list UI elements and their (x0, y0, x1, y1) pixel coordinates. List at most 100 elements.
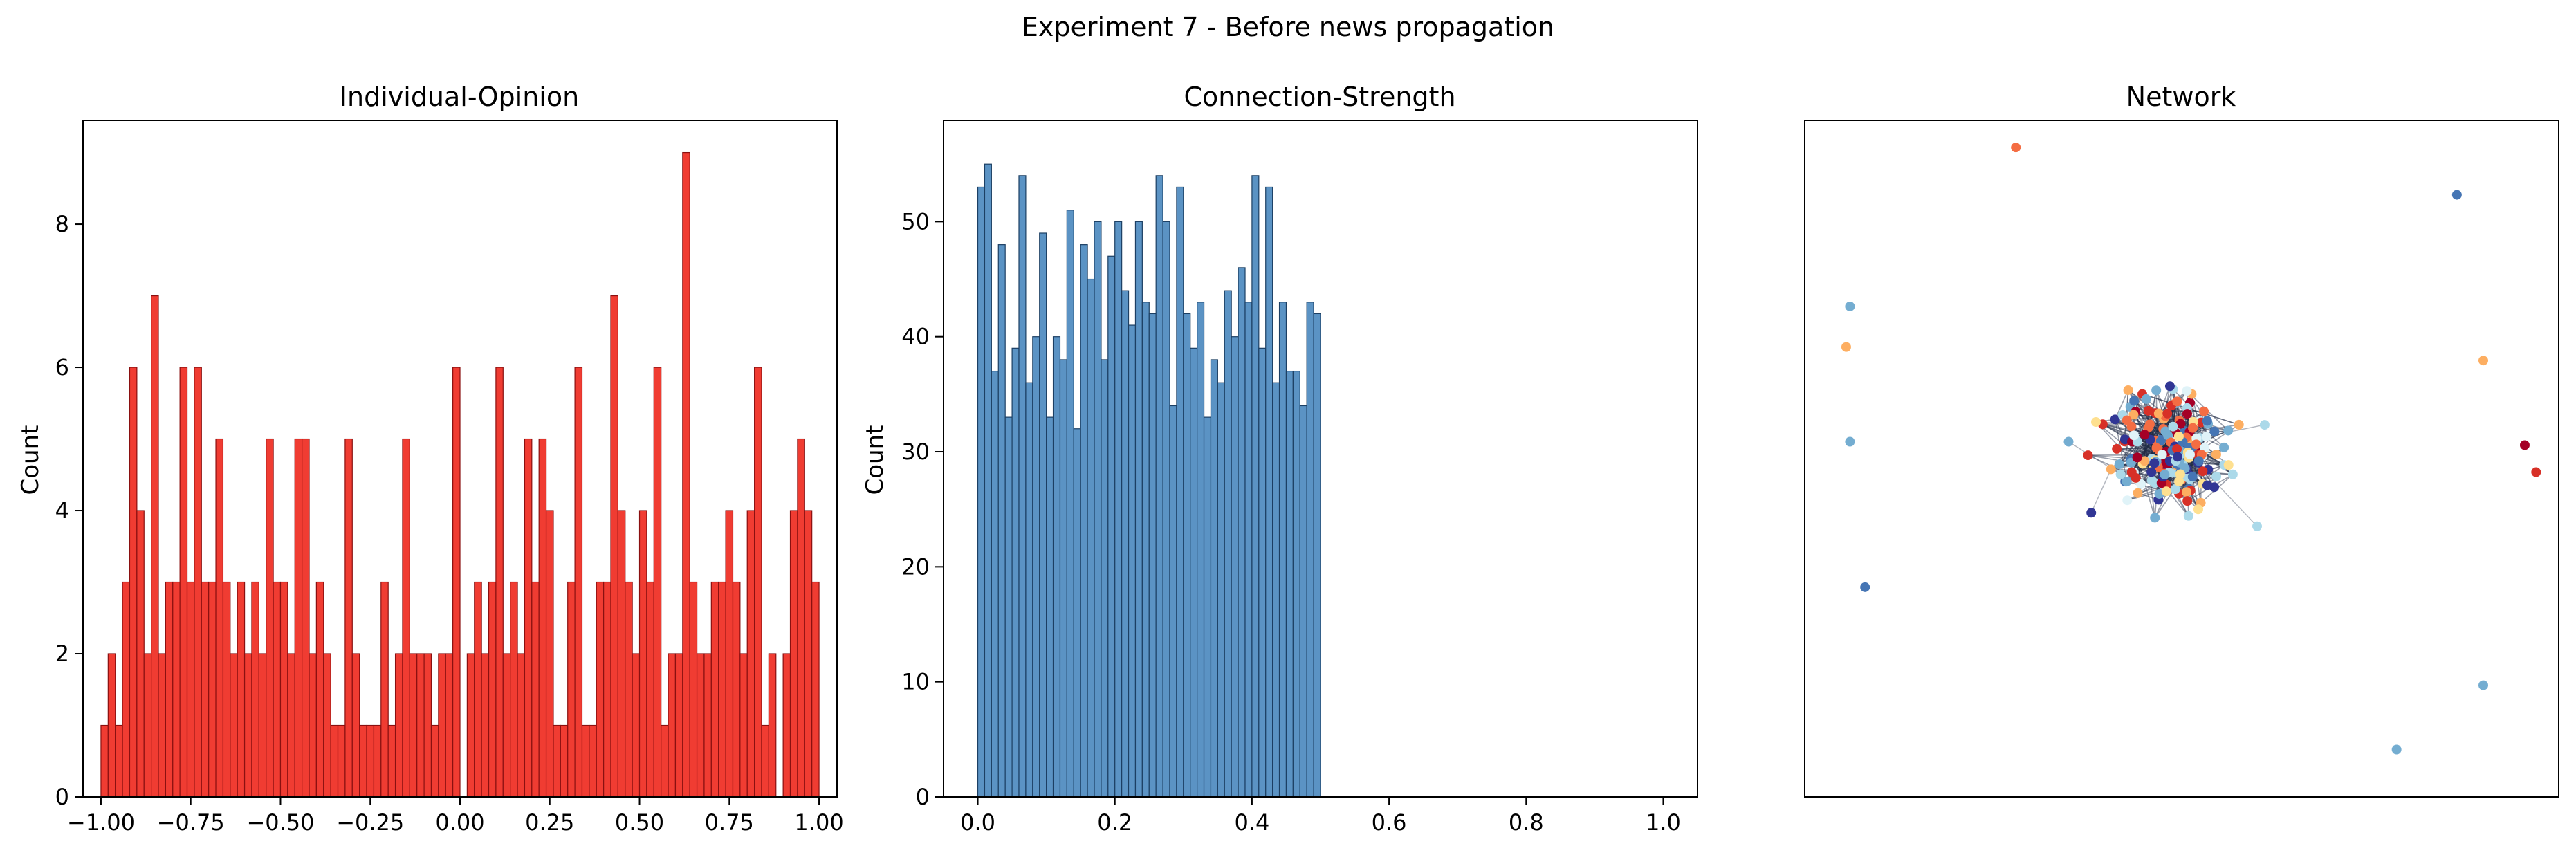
opinion-bar (574, 367, 583, 798)
opinion-bar (258, 653, 267, 798)
network-node (2128, 430, 2139, 441)
strength-bar (1018, 175, 1027, 798)
strength-xtick-label: 0.2 (1097, 809, 1132, 836)
network-node (2063, 436, 2074, 447)
strength-bar (984, 163, 992, 798)
network-edge (2124, 439, 2189, 517)
network-node (2090, 416, 2101, 427)
opinion-bar (129, 367, 138, 798)
network-outlier-node (1845, 436, 1855, 447)
strength-bar (1224, 290, 1232, 798)
network-node (2170, 484, 2180, 495)
opinion-bar (782, 653, 791, 798)
opinion-bar (294, 438, 303, 798)
network-node (2175, 419, 2186, 429)
network-node (2115, 469, 2126, 479)
opinion-bar (589, 724, 597, 798)
strength-bar (1025, 382, 1033, 798)
opinion-bar (309, 653, 317, 798)
network-node (2223, 460, 2234, 470)
network-edge (2145, 398, 2151, 440)
opinion-bar (194, 367, 202, 798)
strength-bar (1203, 416, 1212, 798)
strength-bar (1004, 416, 1013, 798)
opinion-bar (761, 724, 769, 798)
opinion-bar (811, 581, 820, 798)
strength-bar (1197, 302, 1205, 798)
strength-bar (1272, 382, 1280, 798)
opinion-xtick-label: −0.75 (157, 809, 225, 836)
opinion-bar (567, 581, 576, 798)
strength-xtick-label: 1.0 (1646, 809, 1681, 836)
strength-bar (1032, 336, 1040, 798)
opinion-bar (237, 581, 246, 798)
strength-xtick-label: 0.8 (1509, 809, 1544, 836)
strength-ytick-label: 40 (901, 324, 930, 350)
network-node (2160, 426, 2171, 436)
network-outlier-node (2478, 680, 2488, 690)
strength-bar (1251, 175, 1260, 798)
strength-bar (1080, 244, 1088, 798)
network-node (2182, 409, 2192, 419)
network-node (2184, 450, 2195, 460)
strength-bar (1258, 347, 1267, 798)
strength-xtick-label: 0.0 (960, 809, 995, 836)
network-node (2199, 406, 2209, 416)
strength-bar (991, 370, 999, 798)
network-node (2202, 416, 2212, 426)
network-node (2227, 469, 2238, 479)
strength-bar (1176, 186, 1184, 798)
opinion-bar (351, 653, 360, 798)
network-node (2122, 495, 2133, 506)
opinion-bar (732, 581, 741, 798)
network-edge (2133, 412, 2156, 436)
strength-bar (1087, 278, 1095, 798)
network-node (2193, 504, 2203, 515)
opinion-bar (243, 653, 252, 798)
network-node (2187, 472, 2198, 482)
opinion-bar (115, 724, 123, 798)
network-node (2181, 487, 2191, 497)
opinion-bar (215, 438, 224, 798)
opinion-bar (689, 581, 698, 798)
strength-bar (1306, 302, 1314, 798)
strength-bar (1210, 359, 1218, 798)
network-node (2151, 443, 2162, 453)
opinion-bar (603, 581, 611, 798)
opinion-bar (423, 653, 432, 798)
strength-bar (1011, 347, 1020, 798)
strength-bar (1052, 336, 1061, 798)
network-outlier-node (2478, 356, 2488, 366)
network-node (2202, 480, 2212, 490)
network-outlier-node (2451, 190, 2462, 200)
network-node (2234, 419, 2244, 430)
network-node (2168, 421, 2178, 432)
network-plot-area (1804, 120, 2559, 798)
network-node (2141, 394, 2151, 404)
opinion-bar (222, 581, 231, 798)
opinion-bar (632, 653, 641, 798)
network-node (2146, 467, 2157, 477)
strength-histogram-panel: Connection-Strength Count 0.0 0.2 0.4 0.6 0.… (861, 82, 1698, 836)
network-node (2140, 430, 2150, 440)
strength-bar (977, 186, 986, 798)
opinion-bar (201, 581, 210, 798)
opinion-bar (466, 653, 475, 798)
strength-bar (1073, 428, 1081, 798)
network-node (2106, 464, 2116, 475)
opinion-bar (596, 581, 605, 798)
opinion-bar (746, 510, 755, 798)
network-node (2193, 456, 2204, 466)
opinion-bar (315, 581, 324, 798)
opinion-bar (430, 724, 439, 798)
opinion-bar (107, 653, 116, 798)
opinion-ytick-label: 0 (55, 784, 69, 810)
network-node (2219, 442, 2229, 452)
opinion-bar (251, 581, 259, 798)
strength-bar (1190, 347, 1198, 798)
strength-bar (997, 244, 1006, 798)
network-node (2155, 436, 2166, 446)
network-node (2182, 386, 2192, 396)
strength-histogram-title: Connection-Strength (1184, 82, 1455, 112)
opinion-bar (387, 724, 396, 798)
